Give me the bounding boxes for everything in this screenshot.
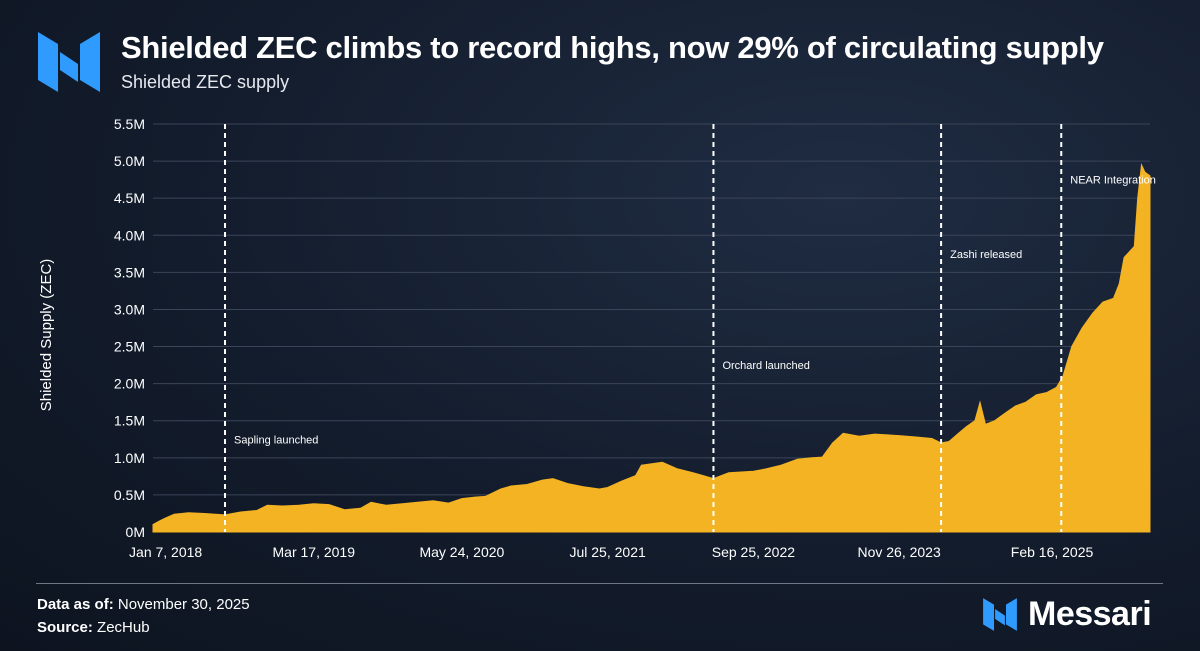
y-axis-ticks: 0M 0.5M 1.0M 1.5M 2.0M 2.5M 3.0M 3.5M 4.0M 4.5M 5.…: [114, 116, 145, 540]
x-tick-label: Mar 17, 2019: [273, 544, 356, 560]
annotation-label: NEAR Integration: [1070, 175, 1156, 187]
y-tick-label: 4.0M: [114, 227, 145, 243]
messari-logo-icon: [983, 597, 1017, 631]
y-tick-label: 4.5M: [114, 190, 145, 206]
data-as-of-label: Data as of:: [37, 596, 114, 613]
x-tick-label: May 24, 2020: [419, 544, 504, 560]
x-tick-label: Feb 16, 2025: [1011, 544, 1094, 560]
annotation-label: Sapling launched: [234, 434, 318, 446]
source: Source: ZecHub: [37, 619, 150, 636]
x-tick-label: Sep 25, 2022: [712, 544, 796, 560]
chart-title: Shielded ZEC climbs to record highs, now…: [121, 30, 1104, 65]
x-tick-label: Jul 25, 2021: [569, 544, 645, 560]
y-tick-label: 2.5M: [114, 339, 145, 355]
y-tick-label: 0.5M: [114, 487, 145, 503]
y-tick-label: 1.5M: [114, 413, 145, 429]
y-axis-label: Shielded Supply (ZEC): [38, 259, 55, 412]
brand-logo: Messari: [982, 594, 1152, 633]
data-as-of-value: November 30, 2025: [117, 596, 250, 613]
source-label: Source:: [37, 619, 93, 636]
footer-divider: [36, 583, 1163, 584]
area-path: [152, 162, 1151, 533]
y-tick-label: 2.0M: [114, 376, 145, 392]
chart-canvas: Sapling launched Orchard launched Zashi re…: [38, 116, 1156, 560]
y-tick-label: 0M: [126, 524, 145, 540]
brand-name: Messari: [1028, 594, 1152, 633]
y-tick-label: 1.0M: [114, 450, 145, 466]
area-series: [152, 162, 1151, 533]
source-value: ZecHub: [97, 619, 150, 636]
annotation-label: Zashi released: [950, 249, 1022, 261]
y-tick-label: 3.0M: [114, 301, 145, 317]
y-tick-label: 5.5M: [114, 116, 145, 132]
x-tick-label: Nov 26, 2023: [857, 544, 940, 560]
annotations: Sapling launched Orchard launched Zashi re…: [224, 124, 1156, 532]
annotation-label: Orchard launched: [722, 360, 809, 372]
data-as-of: Data as of: November 30, 2025: [37, 596, 250, 613]
x-tick-label: Jan 7, 2018: [129, 544, 202, 560]
chart-subtitle: Shielded ZEC supply: [121, 72, 290, 92]
x-axis-ticks: Jan 7, 2018 Mar 17, 2019 May 24, 2020 Jul 2…: [129, 544, 1093, 560]
y-tick-label: 5.0M: [114, 153, 145, 169]
y-tick-label: 3.5M: [114, 264, 145, 280]
messari-logo-icon: [38, 32, 100, 92]
